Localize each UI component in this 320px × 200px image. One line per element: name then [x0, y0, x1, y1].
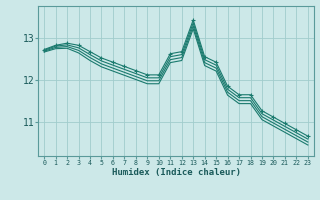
X-axis label: Humidex (Indice chaleur): Humidex (Indice chaleur) — [111, 168, 241, 177]
